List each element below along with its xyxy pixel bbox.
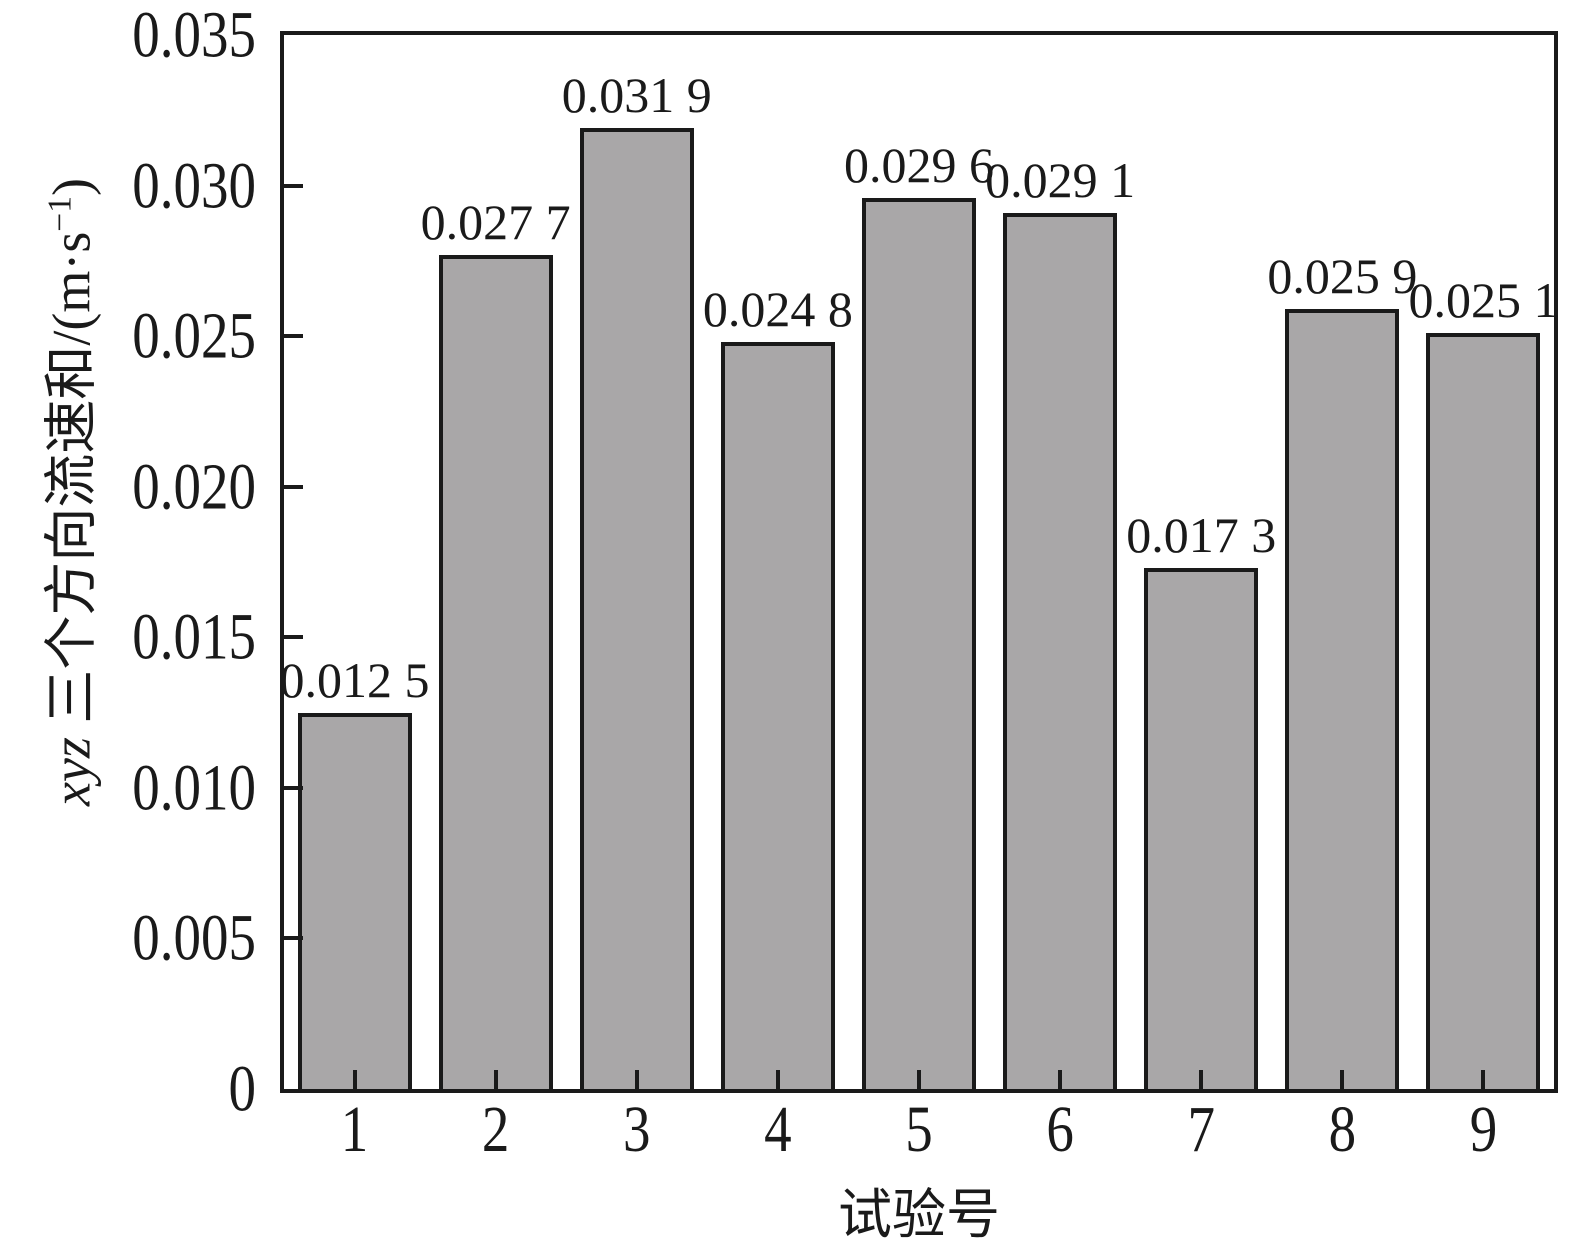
y-axis-tick: [284, 183, 303, 188]
y-tick-label: 0.015: [132, 600, 256, 674]
x-axis-title: 试验号: [838, 1185, 1000, 1245]
x-axis-tick: [1058, 1070, 1063, 1089]
x-tick-label: 9: [1469, 1092, 1498, 1166]
bar-value-label: 0.031 9: [561, 67, 712, 124]
x-axis-tick: [352, 1070, 357, 1089]
y-axis-tick: [284, 635, 303, 640]
x-axis-tick: [775, 1070, 780, 1089]
bar-test-5: [862, 197, 976, 1089]
x-tick-label: 1: [340, 1092, 369, 1166]
bar-test-3: [579, 128, 694, 1089]
bar-test-6: [1003, 212, 1118, 1089]
x-tick-label: 7: [1187, 1092, 1215, 1166]
y-tick-label: 0.035: [132, 0, 256, 72]
bar-test-7: [1144, 568, 1259, 1089]
y-axis-tick: [284, 334, 303, 339]
bar-value-label: 0.029 6: [844, 136, 994, 193]
bar-value-label: 0.025 9: [1267, 248, 1418, 305]
x-tick-label: 6: [1046, 1092, 1074, 1166]
y-tick-label: 0.005: [132, 901, 256, 975]
x-tick-label: 3: [623, 1092, 651, 1166]
bar-test-9: [1426, 333, 1541, 1089]
x-axis-tick: [1340, 1070, 1345, 1089]
x-axis-tick: [493, 1070, 498, 1089]
x-tick-label: 5: [905, 1092, 933, 1166]
y-tick-label: 0.025: [132, 298, 256, 373]
x-axis-tick: [1199, 1070, 1204, 1089]
plot-frame: 0.012 5 0.027 7 0.031 9 0.024 8 0.029 6 0.029…: [280, 31, 1558, 1093]
x-tick-label: 4: [764, 1092, 792, 1166]
bar-test-4: [720, 342, 835, 1089]
x-tick-label: 2: [481, 1092, 510, 1166]
bar-value-label: 0.027 7: [420, 193, 571, 250]
y-tick-label: 0.010: [132, 750, 256, 824]
x-axis-tick: [634, 1070, 639, 1089]
bar-value-label: 0.029 1: [985, 151, 1136, 208]
y-axis-tick: [284, 936, 303, 941]
y-axis-tick: [284, 785, 303, 790]
y-tick-label: 0.030: [132, 148, 256, 222]
bar-test-1: [297, 712, 412, 1089]
bar-test-8: [1285, 309, 1400, 1089]
x-axis-tick: [1481, 1070, 1486, 1089]
x-axis-tick: [917, 1070, 921, 1089]
bar-value-label: 0.024 8: [702, 281, 853, 338]
bar-value-label: 0.025 1: [1408, 272, 1559, 329]
y-tick-label: 0: [228, 1051, 257, 1125]
y-axis-tick: [284, 484, 303, 489]
bar-value-label: 0.017 3: [1126, 507, 1277, 564]
x-tick-label: 8: [1328, 1092, 1357, 1166]
bar-value-label: 0.012 5: [279, 651, 430, 708]
bar-test-2: [438, 254, 553, 1089]
y-tick-label: 0.020: [132, 449, 256, 523]
plot-content: 0.012 5 0.027 7 0.031 9 0.024 8 0.029 6 0.029…: [280, 35, 1558, 1089]
